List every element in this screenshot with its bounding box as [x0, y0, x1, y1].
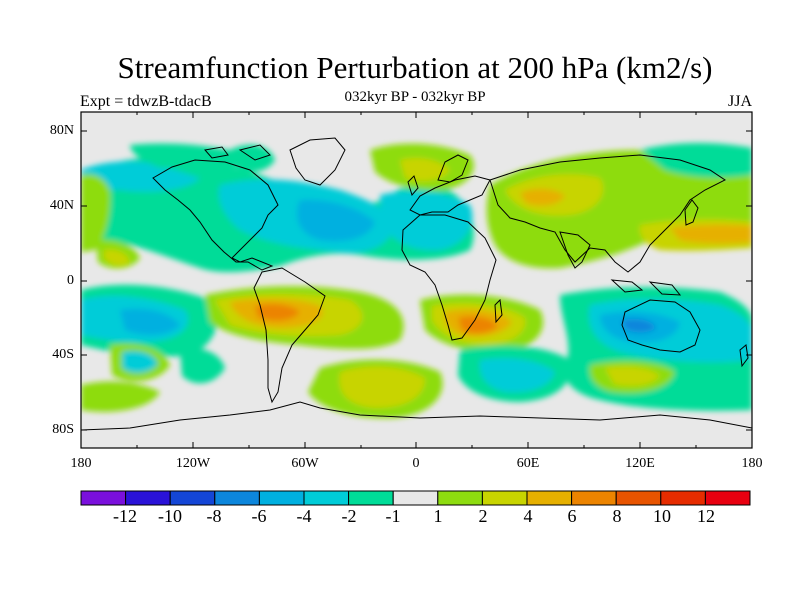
- lon-label-180w: 180: [70, 456, 92, 471]
- colorbar-label: -12: [113, 506, 137, 526]
- colorbar-cell: [437, 490, 483, 506]
- colorbar-cell: [258, 490, 305, 506]
- lon-label-0: 0: [412, 456, 420, 471]
- colorbar-cell: [660, 490, 706, 506]
- colorbar-label: 2: [478, 506, 488, 526]
- colorbar-label: 12: [697, 506, 715, 526]
- map-frame: [80, 111, 753, 449]
- colorbar-cell: [392, 490, 439, 506]
- season-label: JJA: [727, 93, 752, 110]
- plot-title: Streamfunction Perturbation at 200 hPa (…: [117, 50, 713, 85]
- colorbar-cell: [169, 490, 216, 506]
- lat-label-40n: 40N: [49, 198, 74, 213]
- lat-label-80s: 80S: [52, 422, 74, 437]
- colorbar-label: -4: [296, 506, 312, 526]
- colorbar-cell: [571, 490, 617, 506]
- lon-label-60e: 60E: [516, 456, 540, 471]
- lat-label-eq: 0: [67, 273, 74, 288]
- colorbar-label: -1: [385, 506, 401, 526]
- experiment-label: Expt = tdwzB-tdacB: [80, 93, 212, 110]
- colorbar-cell: [303, 490, 350, 506]
- colorbar-cell: [615, 490, 662, 506]
- colorbar-label: -6: [251, 506, 267, 526]
- lon-label-120w: 120W: [175, 456, 211, 471]
- coastlines: [81, 137, 752, 431]
- colorbar-label: 10: [653, 506, 671, 526]
- colorbar-label: 1: [433, 506, 443, 526]
- lon-label-120e: 120E: [625, 456, 655, 471]
- lon-label-180e: 180: [741, 456, 763, 471]
- lat-label-40s: 40S: [52, 347, 74, 362]
- plot-subtitle: 032kyr BP - 032kyr BP: [344, 89, 486, 105]
- contour-field: [81, 112, 752, 448]
- lon-label-60w: 60W: [291, 456, 319, 471]
- colorbar-label: 8: [612, 506, 622, 526]
- colorbar-cell: [125, 490, 171, 506]
- colorbar-label: 6: [567, 506, 577, 526]
- colorbar-label: 4: [523, 506, 533, 526]
- colorbar-label: -2: [341, 506, 357, 526]
- colorbar-cell: [526, 490, 573, 506]
- lat-label-80n: 80N: [49, 123, 74, 138]
- colorbar-cell: [348, 490, 394, 506]
- colorbar-cell: [704, 490, 751, 506]
- colorbar: [80, 490, 751, 506]
- colorbar-cell: [80, 490, 127, 506]
- colorbar-cell: [481, 490, 528, 506]
- colorbar-label: -10: [158, 506, 182, 526]
- colorbar-label: -8: [206, 506, 222, 526]
- colorbar-cell: [214, 490, 260, 506]
